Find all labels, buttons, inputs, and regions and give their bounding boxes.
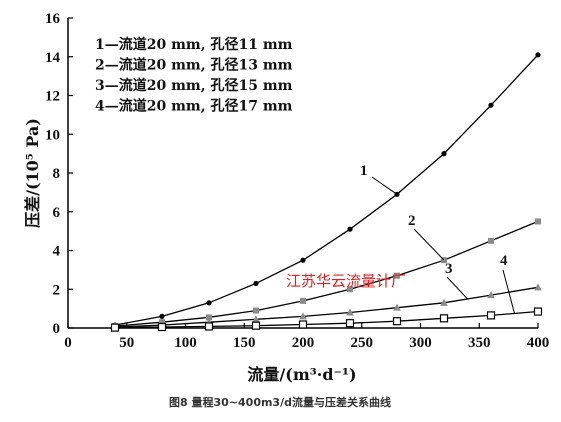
series-1-point <box>253 280 259 287</box>
x-tick-label: 50 <box>119 335 134 351</box>
x-tick-label: 200 <box>292 335 315 351</box>
curve-label-1: 1 <box>360 163 368 179</box>
series-4-point <box>533 307 543 316</box>
series-3-point <box>534 283 542 291</box>
y-axis-title: 压差/(10⁵ Pa) <box>23 118 42 228</box>
y-tick-label: 8 <box>53 166 61 182</box>
y-tick-label: 10 <box>45 127 60 143</box>
y-tick-label: 4 <box>53 244 61 260</box>
y-tick-label: 14 <box>45 50 61 66</box>
series-3-point <box>487 291 495 299</box>
series-4-point <box>110 323 120 332</box>
series-1-point <box>300 257 306 263</box>
series-4-point <box>298 320 308 329</box>
series-lines <box>114 54 539 329</box>
series-1-point <box>206 300 212 306</box>
series-4-line <box>114 310 539 329</box>
figure-caption: 图8 量程30~400m3/d流量与压差关系曲线 <box>169 395 391 409</box>
watermark-annotation: 江苏华云流量计厂 <box>286 272 406 290</box>
y-tick-label: 12 <box>45 89 60 105</box>
x-tick-label: 0 <box>64 335 72 351</box>
y-tick-label: 2 <box>53 282 61 298</box>
series-2-line <box>114 220 539 327</box>
curve-leader-3 <box>446 276 468 300</box>
series-2-point <box>253 307 259 314</box>
legend-entry-1: 1—流道20 mm, 孔径11 mm <box>95 36 293 53</box>
series-3-point <box>252 315 260 323</box>
series-1-line <box>114 54 539 326</box>
series-3-point <box>299 312 307 320</box>
x-tick-label: 400 <box>527 335 550 351</box>
series-1-point <box>347 226 353 232</box>
y-tick-label: 16 <box>45 11 61 27</box>
series-2-point <box>535 218 541 225</box>
series-1-point <box>535 52 541 58</box>
y-tick-label: 6 <box>53 205 61 221</box>
series-3-point <box>393 303 401 311</box>
x-tick-label: 300 <box>409 335 432 351</box>
series-3-point <box>346 308 354 316</box>
series-2-point <box>488 237 494 244</box>
series-markers <box>110 52 543 332</box>
legend-entry-3: 3—流道20 mm, 孔径15 mm <box>95 77 293 94</box>
curve-label-3: 3 <box>445 261 453 277</box>
x-tick-label: 150 <box>233 335 256 351</box>
series-4-point <box>345 319 355 328</box>
x-tick-label: 250 <box>351 335 374 351</box>
legend: 1—流道20 mm, 孔径11 mm 2—流道20 mm, 孔径13 mm 3—流道… <box>95 36 293 115</box>
x-tick-label: 350 <box>468 335 491 351</box>
series-3-point <box>440 298 448 306</box>
series-3-line <box>114 286 539 328</box>
curve-leader-2 <box>413 228 445 261</box>
series-1-point <box>441 151 447 157</box>
series-2-point <box>206 314 212 321</box>
series-4-point <box>392 317 402 326</box>
legend-entry-4: 4—流道20 mm, 孔径17 mm <box>95 98 293 115</box>
series-4-point <box>251 321 261 330</box>
series-1-point <box>488 102 494 108</box>
legend-entry-2: 2—流道20 mm, 孔径13 mm <box>95 57 293 74</box>
series-2-point <box>300 297 306 304</box>
series-4-point <box>486 311 496 320</box>
curve-label-4: 4 <box>500 253 508 269</box>
series-4-point <box>204 322 214 331</box>
x-tick-label: 100 <box>174 335 197 351</box>
series-4-point <box>157 322 167 332</box>
series-1-point <box>159 313 165 319</box>
curve-label-2: 2 <box>408 213 416 229</box>
y-tick-label: 0 <box>53 321 61 337</box>
series-2-point <box>347 286 353 293</box>
curve-labels: 1 2 3 4 <box>360 163 515 314</box>
series-4-point <box>439 314 449 323</box>
curve-leader-1 <box>371 176 398 195</box>
series-2-point <box>394 272 400 279</box>
x-axis-title: 流量/(m³·d⁻¹) <box>247 365 356 384</box>
curve-leader-4 <box>502 269 515 314</box>
